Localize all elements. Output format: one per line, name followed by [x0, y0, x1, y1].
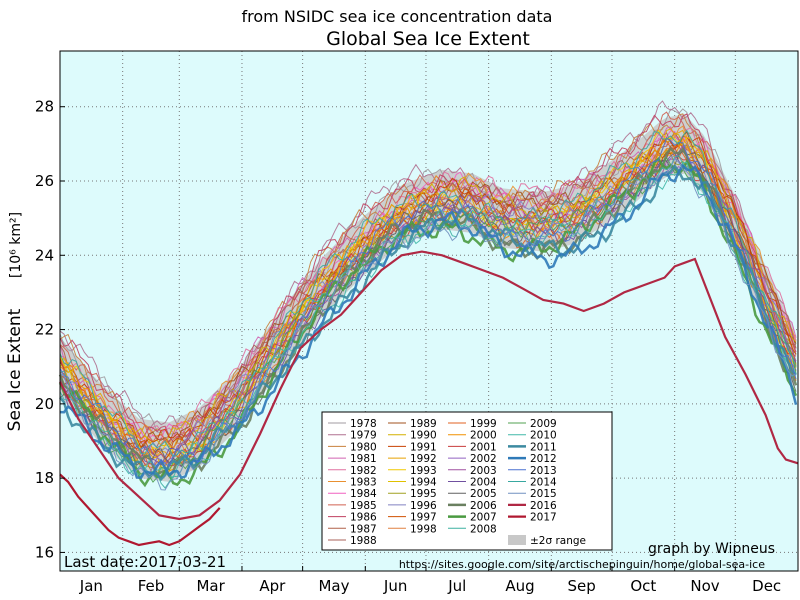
- legend-label-2008: 2008: [470, 523, 497, 535]
- series-line-2014: [59, 129, 797, 458]
- y-tick-label: 24: [35, 246, 54, 264]
- legend-label-1989: 1989: [410, 418, 437, 430]
- x-tick-label: Sep: [568, 577, 596, 595]
- legend-label-2015: 2015: [530, 488, 557, 500]
- y-tick-label: 20: [35, 395, 54, 413]
- legend-label-1993: 1993: [410, 465, 437, 477]
- legend-label-2014: 2014: [530, 477, 557, 489]
- series-line-1993: [59, 129, 797, 459]
- series-line-1992: [59, 128, 797, 458]
- y-axis-label: Sea Ice Extent: [5, 308, 25, 431]
- series-line-1990: [59, 132, 797, 447]
- legend-label-1995: 1995: [410, 488, 437, 500]
- x-tick-label: Dec: [752, 577, 781, 595]
- series-line-2004: [59, 152, 797, 466]
- legend-label-1992: 1992: [410, 453, 437, 465]
- legend-label-1981: 1981: [350, 453, 377, 465]
- x-tick-label: Nov: [690, 577, 719, 595]
- x-tick-label: Apr: [259, 577, 286, 595]
- legend-label-2006: 2006: [470, 500, 497, 512]
- series-line-2009: [59, 156, 797, 483]
- legend-box: [321, 411, 613, 551]
- legend-label-2005: 2005: [470, 488, 497, 500]
- credit-label: graph by Wipneus: [648, 541, 775, 557]
- series-line-2011: [59, 164, 797, 482]
- series-lines: [58, 100, 799, 547]
- y-axis-unit: [10⁶ km²]: [8, 212, 24, 278]
- x-ticks: Jan Feb Mar Apr May Jun Jul Aug Sep Oct Nov Dec: [79, 566, 781, 595]
- legend-label-1996: 1996: [410, 500, 437, 512]
- legend-label-2012: 2012: [530, 453, 557, 465]
- legend-label-1994: 1994: [410, 477, 437, 489]
- series-line-2012: [59, 163, 798, 480]
- x-tick-label: Jul: [447, 577, 466, 595]
- x-tick-label: Aug: [505, 577, 534, 595]
- legend-label-range: ±2σ range: [530, 535, 586, 547]
- legend-label-1979: 1979: [350, 430, 377, 442]
- legend-label-2001: 2001: [470, 441, 497, 453]
- series-line-1984: [59, 130, 797, 441]
- legend-label-1991: 1991: [410, 441, 437, 453]
- last-date-label: Last date:2017-03-21: [64, 553, 226, 571]
- legend-label-1984: 1984: [350, 488, 377, 500]
- y-tick-label: 26: [35, 172, 54, 190]
- source-url: https://sites.google.com/site/arctischep…: [399, 558, 765, 571]
- legend-label-2009: 2009: [530, 418, 557, 430]
- legend-label-1990: 1990: [410, 430, 437, 442]
- series-line-1986: [59, 113, 797, 443]
- x-tick-label: Jun: [383, 577, 407, 595]
- legend-label-1978: 1978: [350, 418, 377, 430]
- legend-label-2003: 2003: [470, 465, 497, 477]
- series-line-2001: [59, 147, 797, 479]
- series-line-1985: [59, 111, 797, 443]
- series-line-1991: [59, 136, 797, 448]
- series-line-2013: [59, 137, 797, 467]
- legend-label-2004: 2004: [470, 477, 497, 489]
- legend-label-2002: 2002: [470, 453, 497, 465]
- legend-label-1997: 1997: [410, 512, 437, 524]
- legend-label-2010: 2010: [530, 430, 557, 442]
- legend-label-2016: 2016: [530, 500, 557, 512]
- legend-label-1986: 1986: [350, 512, 377, 524]
- legend-label-1987: 1987: [350, 523, 377, 535]
- legend-label-2011: 2011: [530, 441, 557, 453]
- x-tick-label: May: [318, 577, 349, 595]
- plot-frame: [59, 50, 799, 572]
- legend-label-1982: 1982: [350, 465, 377, 477]
- y-tick-label: 16: [35, 543, 54, 561]
- legend-label-1988: 1988: [350, 535, 377, 547]
- legend-label-1998: 1998: [410, 523, 437, 535]
- x-tick-label: Jan: [79, 577, 103, 595]
- legend-label-1983: 1983: [350, 477, 377, 489]
- x-tick-label: Feb: [138, 577, 165, 595]
- y-ticks: 16 18 20 22 24 26 28: [35, 98, 65, 561]
- series-line-1979: [59, 100, 797, 431]
- legend-label-2007: 2007: [470, 512, 497, 524]
- y-axis-label-group: Sea Ice Extent [10⁶ km²]: [5, 212, 25, 431]
- legend: 1978197919801981198219831984198519861987…: [321, 411, 613, 551]
- legend-label-2000: 2000: [470, 430, 497, 442]
- chart-title: Global Sea Ice Extent: [326, 28, 530, 50]
- legend-label-2017: 2017: [530, 512, 557, 524]
- y-tick-label: 22: [35, 321, 54, 339]
- series-line-2016: [59, 250, 799, 521]
- legend-label-1999: 1999: [470, 418, 497, 430]
- legend-label-2013: 2013: [530, 465, 557, 477]
- series-line-1996: [59, 142, 797, 459]
- legend-swatch-range: [508, 535, 526, 545]
- series-line-2015: [59, 158, 797, 491]
- x-tick-label: Oct: [630, 577, 656, 595]
- legend-label-1985: 1985: [350, 500, 377, 512]
- x-tick-label: Mar: [196, 577, 225, 595]
- y-tick-label: 18: [35, 469, 54, 487]
- legend-label-1980: 1980: [350, 441, 377, 453]
- series-line-2017: [59, 473, 221, 547]
- chart-subtitle: from NSIDC sea ice concentration data: [242, 7, 553, 26]
- series-line-1978: [59, 108, 797, 435]
- y-tick-label: 28: [35, 98, 54, 116]
